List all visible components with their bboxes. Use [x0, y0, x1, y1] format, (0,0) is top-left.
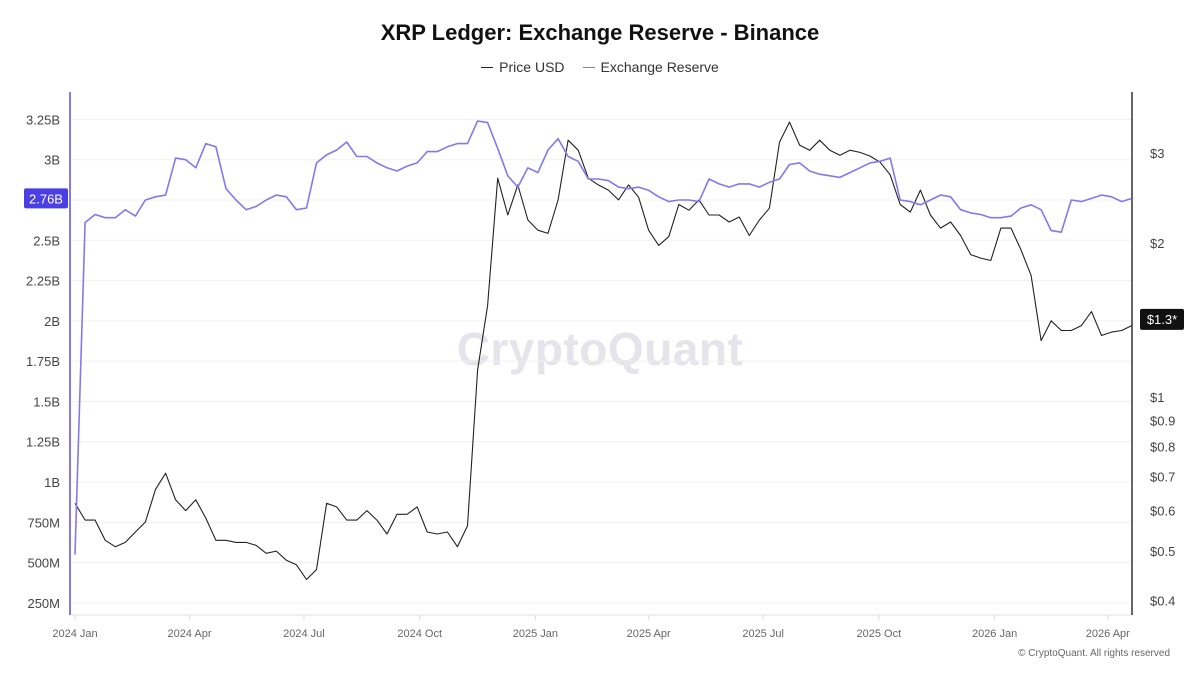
- x-tick-label: 2024 Oct: [397, 628, 442, 640]
- left-tick-label: 1.5B: [33, 394, 60, 409]
- left-tick-label: 500M: [27, 556, 60, 571]
- x-tick-label: 2025 Jul: [742, 628, 784, 640]
- left-tick-label: 2.25B: [26, 274, 60, 289]
- right-tick-label: $3: [1150, 146, 1164, 161]
- legend-item-price[interactable]: Price USD: [481, 59, 565, 75]
- right-tick-label: $0.9: [1150, 414, 1175, 429]
- x-tick-label: 2025 Apr: [627, 628, 671, 640]
- legend: Price USD Exchange Reserve: [0, 59, 1200, 75]
- x-tick-label: 2026 Apr: [1086, 628, 1130, 640]
- x-tick-label: 2024 Jul: [283, 628, 325, 640]
- left-tick-label: 750M: [27, 515, 60, 530]
- right-tick-label: $1: [1150, 390, 1164, 405]
- left-tick-label: 1B: [44, 475, 60, 490]
- x-tick-label: 2025 Jan: [513, 628, 558, 640]
- x-tick-label: 2024 Apr: [167, 628, 211, 640]
- price-current-label: $1.3*: [1147, 312, 1177, 327]
- x-tick-label: 2024 Jan: [52, 628, 97, 640]
- right-tick-label: $0.5: [1150, 544, 1175, 559]
- series-line-price-usd: [74, 121, 1132, 581]
- legend-item-reserve[interactable]: Exchange Reserve: [582, 59, 719, 75]
- legend-swatch-reserve: [582, 66, 595, 68]
- right-tick-label: $0.7: [1150, 469, 1175, 484]
- x-tick-label: 2025 Oct: [857, 628, 902, 640]
- left-tick-label: 250M: [27, 596, 60, 611]
- legend-label-reserve: Exchange Reserve: [600, 59, 719, 75]
- left-tick-label: 1.75B: [26, 354, 60, 369]
- left-tick-label: 3.25B: [26, 112, 60, 127]
- right-tick-label: $0.4: [1150, 594, 1175, 609]
- left-tick-label: 3B: [44, 153, 60, 168]
- left-tick-label: 2.5B: [33, 233, 60, 248]
- reserve-current-label: 2.76B: [29, 191, 63, 206]
- left-tick-label: 2B: [44, 314, 60, 329]
- right-tick-label: $0.6: [1150, 504, 1175, 519]
- right-tick-label: $0.8: [1150, 440, 1175, 455]
- copyright: © CryptoQuant. All rights reserved: [1018, 648, 1170, 659]
- reserve-current-badge: [24, 188, 68, 209]
- x-tick-label: 2026 Jan: [972, 628, 1017, 640]
- legend-label-price: Price USD: [499, 59, 565, 75]
- series-line-exchange-reserve: [74, 120, 1132, 555]
- price-current-badge: [1140, 308, 1184, 330]
- chart-title: XRP Ledger: Exchange Reserve - Binance: [380, 20, 820, 45]
- legend-swatch-price: [481, 66, 494, 68]
- left-tick-label: 1.25B: [26, 435, 60, 450]
- right-tick-label: $2: [1150, 236, 1164, 251]
